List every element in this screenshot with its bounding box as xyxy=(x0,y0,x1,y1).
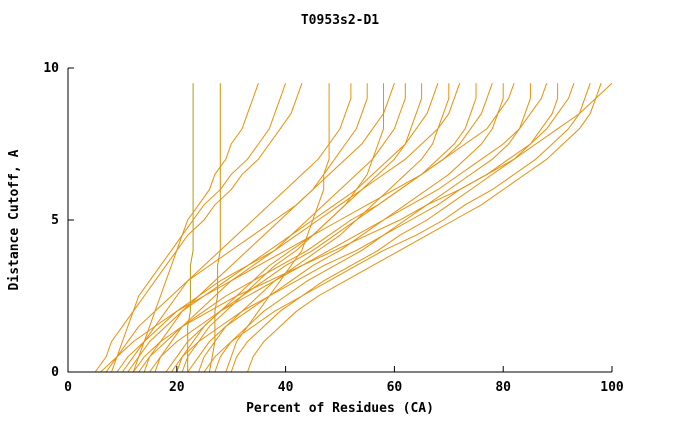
series-line xyxy=(187,83,194,372)
x-tick-label: 80 xyxy=(495,380,511,395)
x-axis-label: Percent of Residues (CA) xyxy=(246,401,434,416)
series-line xyxy=(127,83,439,373)
series-line xyxy=(247,83,602,373)
series-line xyxy=(132,82,613,373)
x-tick-label: 0 xyxy=(64,380,72,395)
ticks-group: 0 20 40 60 80 100 0 5 10 xyxy=(43,61,624,395)
x-tick-label: 100 xyxy=(600,380,624,395)
y-tick-label: 5 xyxy=(51,213,59,228)
series-line xyxy=(181,83,384,373)
x-tick-label: 20 xyxy=(169,380,185,395)
chart-title: T0953s2-D1 xyxy=(301,13,379,28)
series-line xyxy=(121,83,352,373)
series-line xyxy=(154,83,406,373)
series-line xyxy=(165,83,477,373)
series-line xyxy=(214,83,531,373)
series-line xyxy=(143,83,368,373)
series-line xyxy=(170,83,575,373)
series-line xyxy=(149,83,548,373)
series-line xyxy=(225,83,330,373)
series-line xyxy=(230,83,559,373)
series-line xyxy=(203,83,591,373)
series-line xyxy=(198,83,450,373)
series-line xyxy=(94,83,303,373)
series-line xyxy=(208,83,221,373)
series-group xyxy=(94,82,613,373)
x-tick-label: 40 xyxy=(278,380,294,395)
series-line xyxy=(100,83,515,373)
y-axis-label: Distance Cutoff, A xyxy=(7,149,22,290)
series-line xyxy=(105,83,395,373)
series-line xyxy=(187,83,504,373)
series-line xyxy=(111,83,287,373)
y-tick-label: 0 xyxy=(51,365,59,380)
series-line xyxy=(132,83,259,373)
x-tick-label: 60 xyxy=(387,380,403,395)
y-tick-label: 10 xyxy=(43,61,59,76)
series-line xyxy=(116,83,461,373)
